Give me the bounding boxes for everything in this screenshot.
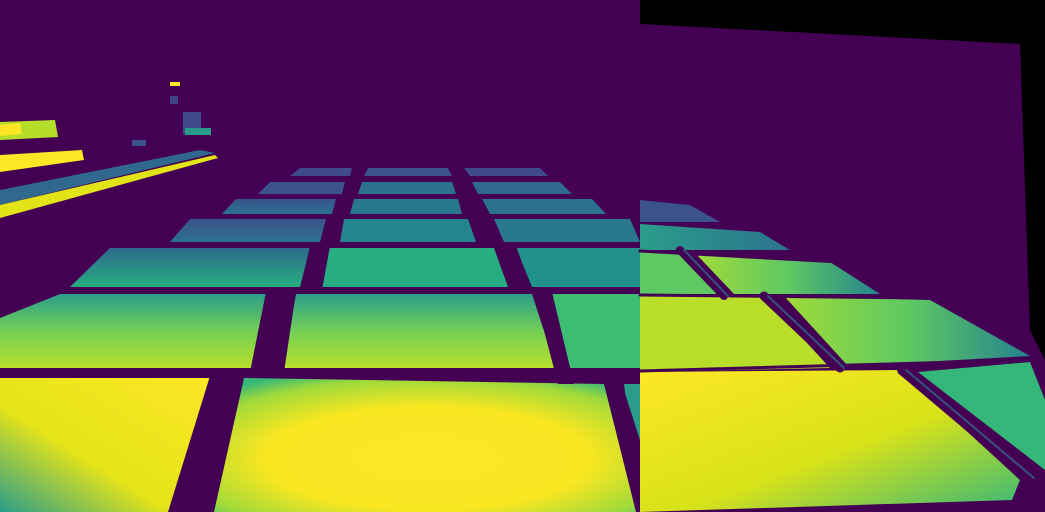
- left-row-4: [170, 219, 640, 242]
- left-row-2: [258, 182, 572, 194]
- left-distant-features: [0, 82, 218, 218]
- left-row-5: [70, 248, 640, 287]
- right-panel: [638, 0, 1045, 512]
- left-panel-gaps: [168, 246, 640, 512]
- left-row-3: [222, 199, 606, 214]
- right-row-1: [640, 200, 790, 250]
- right-panel-gaps: [638, 246, 1035, 483]
- right-panel-gap-highlights: [683, 249, 1035, 479]
- left-row-7: [0, 378, 640, 512]
- left-row-1: [290, 168, 548, 176]
- left-row-6: [0, 294, 640, 368]
- left-panel: [0, 0, 640, 512]
- right-row-2: [640, 252, 880, 294]
- right-row-3: [640, 296, 1030, 372]
- right-row-4: [640, 362, 1045, 512]
